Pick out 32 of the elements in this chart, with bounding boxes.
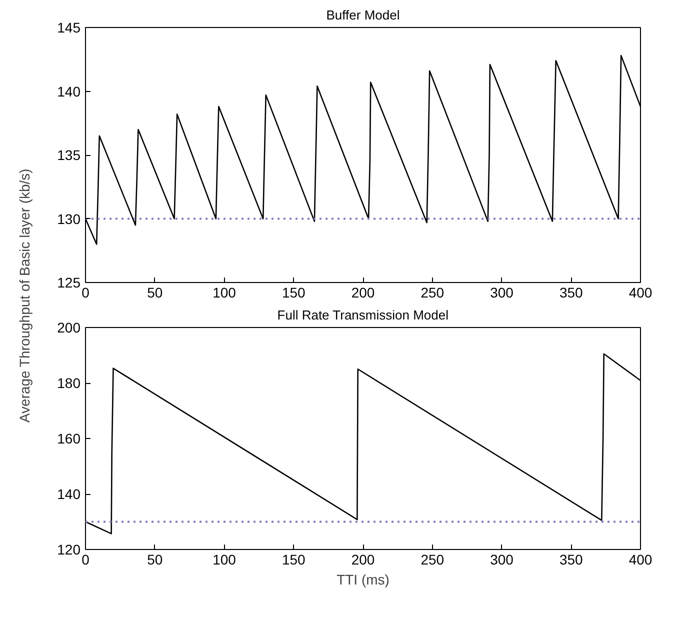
y-tick-label: 180 bbox=[57, 375, 81, 391]
chart-title: Full Rate Transmission Model bbox=[277, 308, 449, 322]
y-tick-label: 140 bbox=[57, 486, 81, 502]
y-tick-label: 160 bbox=[57, 430, 81, 446]
x-tick-label: 100 bbox=[212, 552, 236, 568]
x-tick-label: 350 bbox=[559, 552, 584, 568]
x-tick-label: 0 bbox=[82, 284, 90, 300]
x-tick-label: 50 bbox=[147, 284, 163, 300]
y-tick-label: 130 bbox=[57, 210, 81, 227]
x-tick-label: 150 bbox=[282, 552, 306, 568]
x-tick-label: 0 bbox=[82, 552, 90, 568]
x-tick-label: 50 bbox=[147, 552, 163, 568]
x-tick-label: 250 bbox=[420, 284, 444, 300]
x-tick-label: 100 bbox=[212, 284, 236, 300]
x-axis-title: TTI (ms) bbox=[336, 572, 390, 588]
y-tick-label: 125 bbox=[57, 274, 81, 290]
chart-title: Buffer Model bbox=[326, 8, 400, 22]
x-tick-label: 300 bbox=[490, 284, 514, 300]
y-tick-label: 120 bbox=[57, 542, 81, 558]
y-axis-title: Average Throughput of Basic layer (kb/s) bbox=[16, 168, 32, 423]
x-tick-label: 300 bbox=[490, 552, 514, 568]
y-tick-label: 200 bbox=[57, 320, 81, 336]
x-tick-label: 400 bbox=[628, 284, 652, 300]
y-tick-label: 140 bbox=[57, 83, 81, 100]
x-tick-label: 250 bbox=[420, 552, 444, 568]
x-tick-label: 200 bbox=[351, 284, 375, 300]
x-tick-label: 400 bbox=[628, 552, 652, 568]
x-tick-label: 150 bbox=[282, 284, 306, 300]
y-tick-label: 135 bbox=[57, 147, 81, 163]
y-tick-label: 145 bbox=[57, 20, 81, 36]
x-tick-label: 200 bbox=[351, 552, 375, 568]
x-tick-label: 350 bbox=[559, 284, 584, 300]
